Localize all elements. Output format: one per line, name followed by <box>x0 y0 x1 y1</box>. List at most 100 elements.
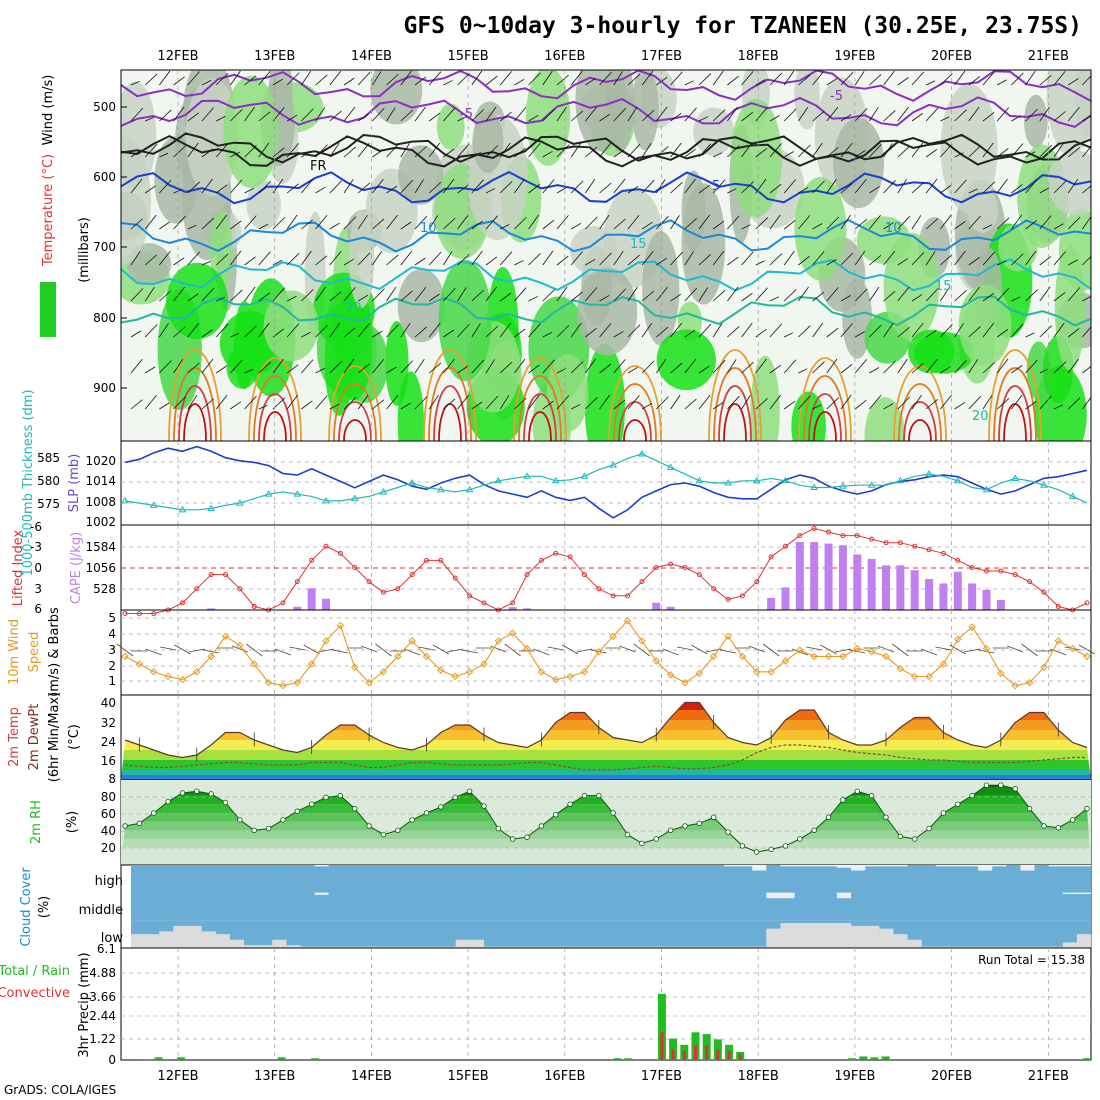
lifted-index-marker <box>524 572 530 578</box>
wind-barb-10m <box>432 644 450 655</box>
wind-barb <box>144 214 157 230</box>
wind-barb <box>684 107 697 122</box>
thickness-marker <box>839 482 847 489</box>
precip-total-bar <box>154 1057 163 1060</box>
wind-barb <box>556 286 568 302</box>
wind-speed-marker <box>264 678 273 687</box>
wind-barb <box>400 179 414 194</box>
wind-barb <box>798 187 809 194</box>
cloud-bar <box>483 865 499 879</box>
wind-barb <box>400 360 414 374</box>
wind-barb <box>798 368 808 374</box>
rh-marker <box>868 792 875 799</box>
cloud-bar <box>173 892 188 906</box>
wind-barb <box>357 252 371 266</box>
lifted-index-marker <box>467 593 473 599</box>
isotherm-line <box>121 96 1091 128</box>
wind-barb <box>258 180 272 194</box>
wind-barb <box>1025 289 1038 302</box>
isotherm-line <box>121 295 1091 327</box>
wind-barb <box>542 289 556 302</box>
wind-barb <box>542 150 553 158</box>
wind-barb <box>812 291 825 302</box>
wind-barb <box>1053 223 1064 230</box>
cloud-bar <box>385 892 400 906</box>
precip-convective-bar <box>705 1045 709 1060</box>
wind-barb <box>372 178 384 194</box>
grads-footer: GrADS: COLA/IGES <box>4 1083 116 1097</box>
wind-barb <box>599 142 612 158</box>
cape-bar <box>867 558 876 610</box>
cloud-bar <box>1034 892 1049 906</box>
wind-barb <box>854 71 865 86</box>
wind-barb <box>485 106 497 122</box>
cloud-bar <box>879 892 894 903</box>
wind-barb <box>698 365 710 374</box>
wind-barb <box>215 214 228 230</box>
lifted-index-marker <box>725 596 731 602</box>
cloud-bar <box>258 865 273 879</box>
rh-marker <box>237 817 243 823</box>
date-label-bottom: 12FEB <box>157 1069 198 1084</box>
cloud-bar <box>611 892 626 906</box>
wind-barb <box>954 152 964 158</box>
lifted-index-marker <box>1041 589 1047 595</box>
wind-barb <box>1025 70 1036 86</box>
rh-marker <box>466 788 473 794</box>
temp-label: 2m Temp <box>7 707 22 767</box>
rh-shade <box>656 329 716 391</box>
rh-shade <box>436 103 465 150</box>
wind-barb <box>897 77 909 86</box>
cloud-low-bar <box>752 946 767 948</box>
wind-barb <box>883 250 896 266</box>
wind-barb <box>144 254 158 266</box>
wind-barb <box>883 360 896 374</box>
wind-barb <box>741 395 751 410</box>
wind-barb <box>315 74 328 86</box>
precip-convective-bar <box>884 1059 888 1060</box>
wind-barb <box>130 250 141 266</box>
slp-tick: 1014 <box>85 474 116 488</box>
wind-barb <box>627 324 641 338</box>
wind-barb <box>244 395 257 410</box>
cape-bar <box>896 565 905 610</box>
wind-barb <box>215 365 227 374</box>
rh-shade <box>577 267 638 356</box>
lifted-index-marker <box>481 600 487 606</box>
wind-barb <box>286 394 299 410</box>
cloud-bar <box>498 865 513 875</box>
cloud-bar <box>822 892 838 903</box>
wind-barb <box>670 251 683 266</box>
wind-barb <box>798 74 811 86</box>
lifted-index-marker <box>1027 579 1033 585</box>
wind-barb <box>187 251 200 266</box>
rh-marker <box>1041 823 1047 829</box>
wind-barb <box>1039 368 1049 374</box>
wind-barb <box>386 107 396 122</box>
thickness-marker <box>379 487 388 495</box>
wind-barb <box>627 254 640 266</box>
rh-shade <box>958 284 1012 367</box>
wind-barb <box>854 359 868 374</box>
wind-barb <box>485 188 496 194</box>
cloud-bar <box>554 865 569 879</box>
wind-barb <box>982 112 995 122</box>
wind-speed-marker <box>839 652 847 661</box>
wind-barb <box>173 76 185 86</box>
wind-barb <box>712 359 726 374</box>
cloud-cover-label: Cloud Cover <box>19 867 34 947</box>
wind-barb <box>613 330 624 338</box>
wind-barb <box>244 286 256 302</box>
wind-barb <box>783 108 797 122</box>
wind-barb <box>869 144 882 158</box>
top-date-axis: 12FEB 13FEB 14FEB 15FEB 16FEB 17FEB 18FEB 19FEB… <box>157 49 1068 64</box>
cloud-low-bar <box>808 923 823 948</box>
thickness-marker <box>436 485 445 493</box>
wind-barb <box>471 359 485 374</box>
cloud-low-bar <box>399 946 414 948</box>
wind-barb <box>798 144 811 158</box>
lifted-index-marker <box>510 600 516 606</box>
temperature-contour-warm <box>433 385 467 441</box>
wind-barb <box>272 78 284 86</box>
cloud-bar <box>413 892 428 906</box>
